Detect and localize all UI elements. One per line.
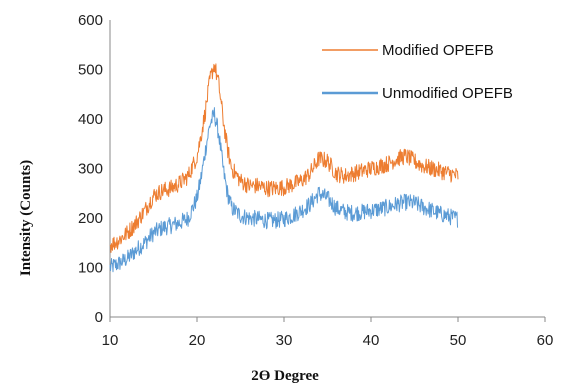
y-tick-label: 0 xyxy=(95,309,103,326)
x-tick-label: 10 xyxy=(102,332,119,349)
x-tick-label: 40 xyxy=(363,332,380,349)
series-line-unmodified-opefb xyxy=(109,107,459,273)
y-tick-label: 100 xyxy=(78,260,103,277)
x-axis-title: 2Ө Degree xyxy=(251,368,319,383)
legend-label: Unmodified OPEFB xyxy=(382,85,513,102)
y-tick-label: 400 xyxy=(78,111,103,128)
series-line-modified-opefb xyxy=(109,63,459,253)
y-axis-title: Intensity (Counts) xyxy=(18,160,34,276)
x-tick-label: 60 xyxy=(537,332,554,349)
legend-label: Modified OPEFB xyxy=(382,42,494,59)
legend: Modified OPEFB Unmodified OPEFB xyxy=(322,42,513,102)
y-tick-label: 300 xyxy=(78,161,103,178)
y-tick-label: 500 xyxy=(78,62,103,79)
series-lines xyxy=(109,63,459,273)
y-tick-label: 600 xyxy=(78,12,103,29)
x-tick-label: 50 xyxy=(450,332,467,349)
y-tick-label: 200 xyxy=(78,210,103,227)
x-axis: 10 20 30 40 50 60 xyxy=(102,316,554,349)
x-tick-label: 20 xyxy=(189,332,206,349)
x-tick-label: 30 xyxy=(276,332,293,349)
y-axis: 0 100 200 300 400 500 600 xyxy=(78,12,111,326)
